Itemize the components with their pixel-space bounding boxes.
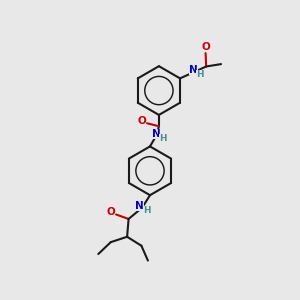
Text: H: H xyxy=(196,70,203,79)
Text: H: H xyxy=(143,206,151,215)
Text: N: N xyxy=(189,65,198,75)
Text: O: O xyxy=(201,42,210,52)
Text: H: H xyxy=(159,134,167,142)
Text: O: O xyxy=(106,207,115,217)
Text: N: N xyxy=(152,129,161,139)
Text: O: O xyxy=(137,116,146,126)
Text: N: N xyxy=(135,201,144,211)
